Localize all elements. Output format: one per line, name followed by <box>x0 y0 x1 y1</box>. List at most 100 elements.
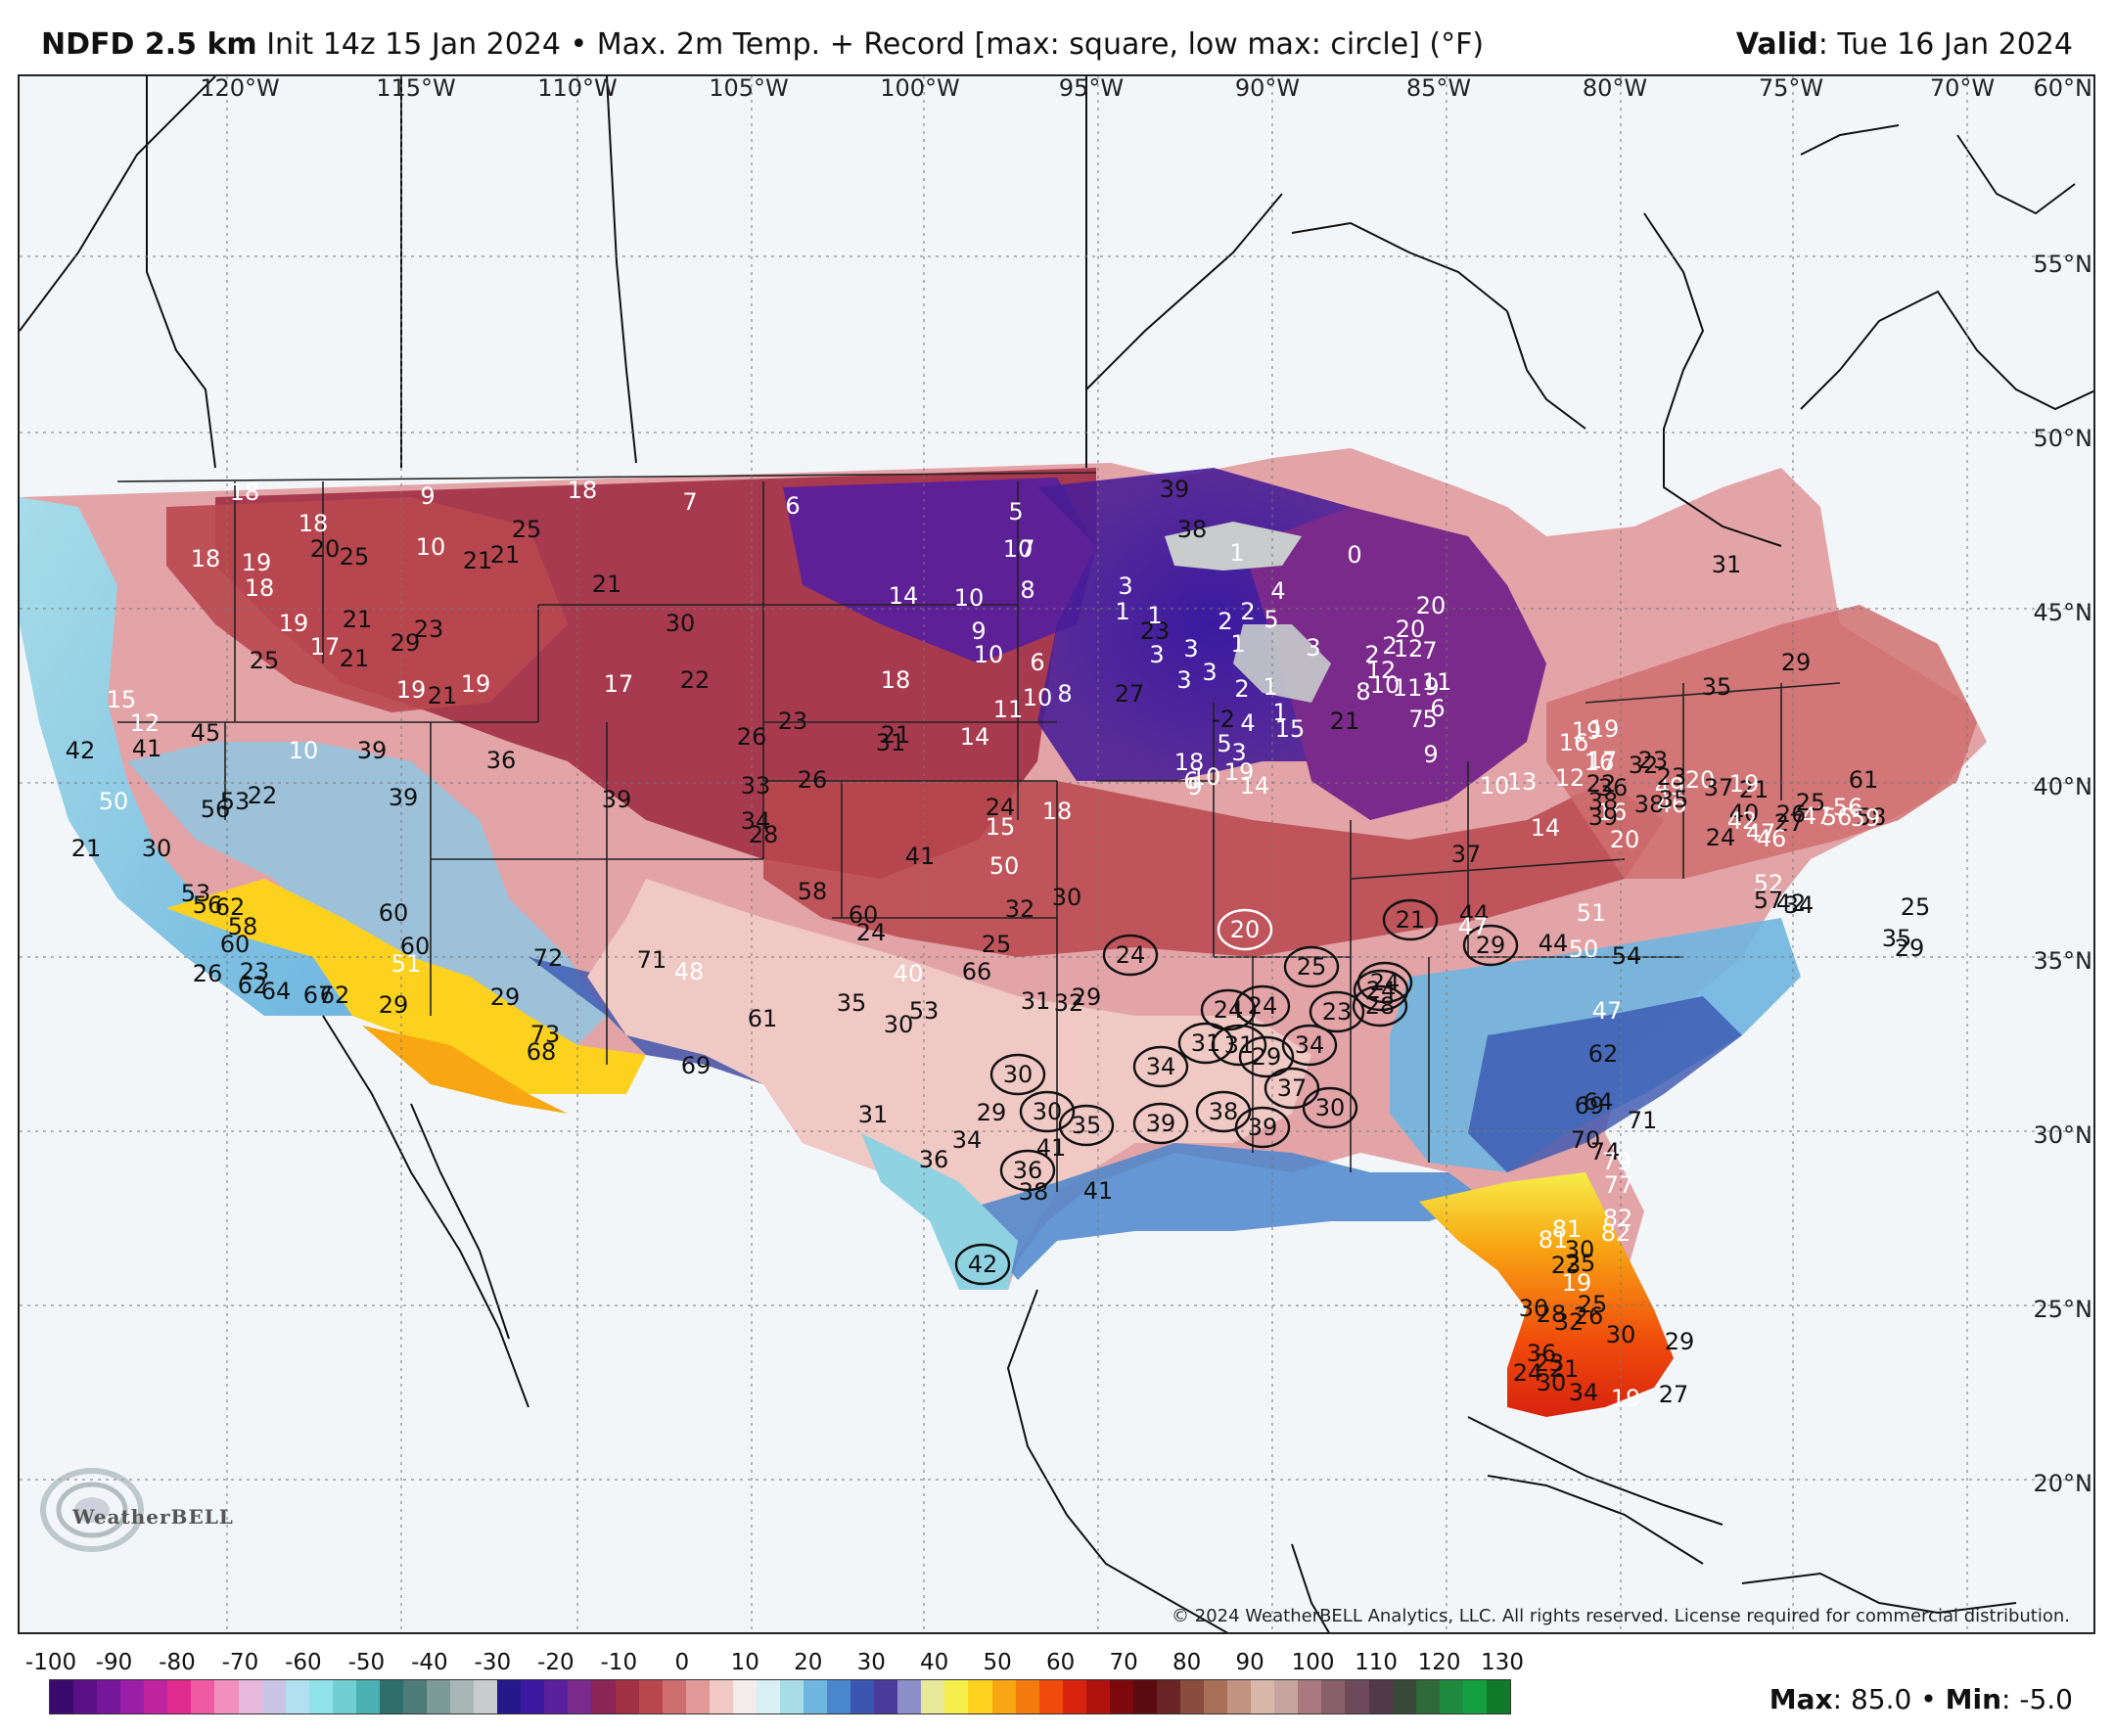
temperature-label: 40 <box>894 960 924 987</box>
temperature-label: 10 <box>1023 684 1053 711</box>
colorbar-cell <box>191 1680 215 1713</box>
temperature-label: 41 <box>132 735 162 762</box>
color-legend: -100 -90 -80 -70 -60 -50 -40 -30 -20 -10 0 10 20 30 40… <box>0 1640 2114 1736</box>
temperature-label: 33 <box>741 772 771 799</box>
colorbar-cell <box>1368 1680 1393 1713</box>
longitude-label: 75°W <box>1759 76 1823 102</box>
colorbar-tick-label: -40 <box>411 1650 448 1675</box>
latitude-label: 20°N <box>2034 1470 2093 1497</box>
record-label: 42 <box>968 1251 998 1278</box>
colorbar-cell <box>1038 1680 1063 1713</box>
copyright-notice: © 2024 WeatherBELL Analytics, LLC. All r… <box>1172 1606 2070 1626</box>
temperature-label: 32 <box>1005 895 1035 923</box>
temperature-label: 32 <box>1054 989 1084 1017</box>
colorbar-cell <box>1227 1680 1252 1713</box>
colorbar-tick-label: -20 <box>537 1650 574 1675</box>
temperature-label: 30 <box>1052 884 1082 911</box>
lake-michigan <box>1233 624 1331 703</box>
southeast-deep-region <box>1468 996 1742 1172</box>
colorbar-tick-label: 10 <box>730 1650 759 1675</box>
colorbar-cell <box>874 1680 898 1713</box>
colorbar-tick-label: 90 <box>1235 1650 1264 1675</box>
colorbar-cell <box>850 1680 875 1713</box>
temperature-label: 1 <box>1147 602 1162 629</box>
longitude-label: 115°W <box>376 76 456 102</box>
colorbar-cell <box>1251 1680 1275 1713</box>
temperature-label: 23 <box>1551 1252 1582 1279</box>
record-circle <box>1238 1035 1295 1078</box>
temperature-label: 19 <box>1729 770 1760 798</box>
min-value: : -5.0 <box>2001 1683 2073 1715</box>
temperature-label: 30 <box>884 1011 914 1038</box>
temperature-label: 42 <box>66 737 96 764</box>
map-canvas: 120°W 115°W 110°W 105°W 100°W 95°W 90°W 85°W 80°… <box>20 76 2093 1632</box>
temperature-label: 25 <box>1578 1291 1608 1318</box>
colorbar-cell <box>897 1680 922 1713</box>
latitude-labels: 60°N 55°N 50°N 45°N 40°N 35°N 30°N 25°N 20°N <box>2034 76 2093 1497</box>
temperature-label: 25 <box>1796 789 1826 816</box>
temperature-label: 6 <box>1183 767 1198 795</box>
colorbar-tick-label: 0 <box>674 1650 690 1675</box>
temperature-label: 68 <box>527 1038 557 1066</box>
temperature-label: 16 <box>1585 749 1615 776</box>
temperature-label: 42 <box>1727 807 1758 835</box>
colorbar-cell <box>685 1680 710 1713</box>
temperature-label: 35 <box>1882 925 1912 952</box>
temperature-label: 21 <box>881 721 911 749</box>
temperature-label: 1 <box>1263 673 1277 701</box>
temperature-label: 23 <box>778 708 808 735</box>
colorbar-cell <box>261 1680 286 1713</box>
colorbar-cell <box>968 1680 992 1713</box>
colorbar-tick-label: -100 <box>24 1650 77 1675</box>
temperature-label: 21 <box>428 682 458 709</box>
record-circle <box>1382 898 1439 941</box>
temperature-label: 41 <box>1083 1177 1114 1205</box>
temperature-label: 46 <box>1757 825 1787 852</box>
temperature-label: 39 <box>357 737 388 764</box>
record-circle <box>1309 990 1365 1033</box>
colorbar-cell <box>1156 1680 1180 1713</box>
record-label: 25 <box>1297 953 1327 981</box>
longitude-label: 95°W <box>1059 76 1124 102</box>
record-circle <box>1211 1024 1267 1067</box>
temperature-label: 6 <box>785 492 800 520</box>
temperature-label: 25 <box>1566 1250 1596 1277</box>
temperature-label: 67 <box>303 982 334 1009</box>
record-circle <box>954 1243 1011 1286</box>
record-circle <box>1217 908 1273 951</box>
temperature-label: 71 <box>1628 1107 1658 1134</box>
colorbar-cell <box>1132 1680 1157 1713</box>
temperature-label: 12 <box>1366 657 1397 684</box>
temperature-label: 24 <box>1513 1359 1543 1387</box>
temperature-label: 62 <box>320 982 350 1009</box>
temperature-label: 56 <box>201 796 231 823</box>
record-label: 36 <box>1013 1157 1043 1184</box>
temperature-label: 39 <box>602 786 632 813</box>
temperature-label: 18 <box>299 510 329 537</box>
colorbar-cell <box>827 1680 851 1713</box>
record-label: 29 <box>1252 1043 1282 1071</box>
colorbar-cell <box>568 1680 592 1713</box>
colorbar-tick-label: -30 <box>474 1650 512 1675</box>
temperature-label: 23 <box>1535 1349 1565 1377</box>
temperature-label: 19 <box>461 670 491 698</box>
southern-plains-region <box>587 879 1311 1280</box>
temperature-label: 19 <box>279 610 309 637</box>
temperature-label: 20 <box>310 535 341 563</box>
temperature-label: -2 <box>1212 706 1235 733</box>
temperature-label: 9 <box>1187 773 1202 800</box>
temperature-label: 14 <box>960 723 990 751</box>
colorbar-cell <box>167 1680 192 1713</box>
temperature-label: 7 <box>1422 637 1437 664</box>
record-circle <box>1281 1024 1338 1067</box>
temperature-label: 29 <box>379 991 409 1019</box>
longitude-label: 70°W <box>1930 76 1995 102</box>
longitude-label: 110°W <box>537 76 618 102</box>
record-circle <box>1200 988 1257 1031</box>
record-circle <box>1234 1106 1291 1149</box>
temperature-label: 23 <box>1140 617 1171 645</box>
max-value: : 85.0 • <box>1832 1683 1946 1715</box>
temperature-label: 0 <box>1347 541 1361 569</box>
map-description: Init 14z 15 Jan 2024 • Max. 2m Temp. + R… <box>266 27 1485 62</box>
